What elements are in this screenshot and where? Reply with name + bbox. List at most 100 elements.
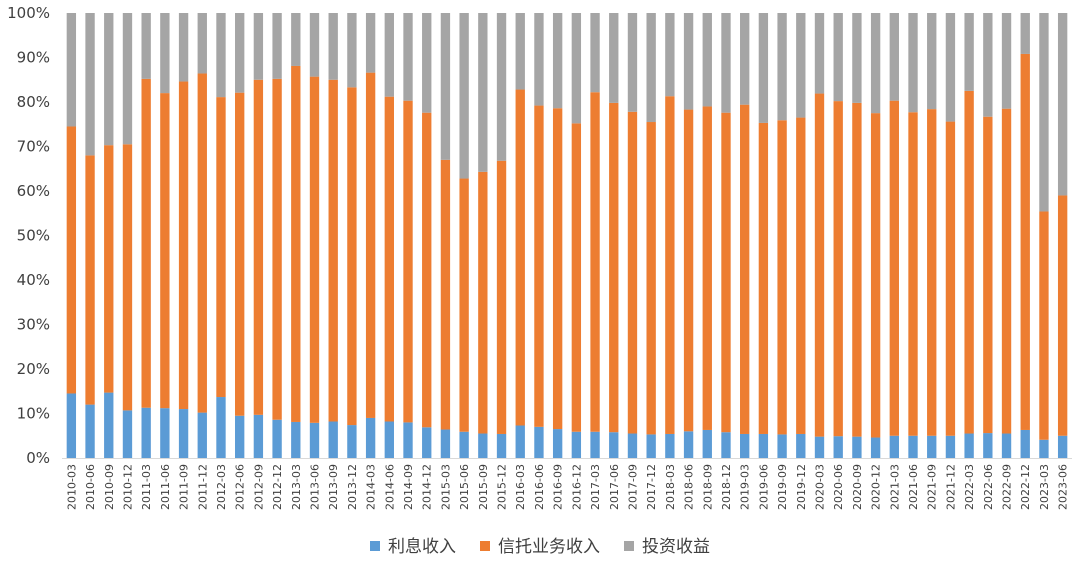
- bar-segment-series-2: [328, 13, 338, 80]
- bar-segment-series-2: [534, 13, 544, 106]
- legend-swatch: [624, 541, 634, 551]
- bar-segment-series-0: [571, 431, 582, 458]
- bar-segment-series-1: [422, 112, 432, 428]
- bar-segment-series-1: [870, 113, 881, 438]
- bar-segment-series-1: [964, 90, 974, 434]
- bar-segment-series-2: [459, 13, 469, 179]
- bar-segment-series-1: [440, 159, 451, 430]
- legend-item: 投资收益: [624, 537, 710, 557]
- legend-label: 投资收益: [642, 537, 710, 557]
- bar-segment-series-0: [104, 392, 114, 458]
- bar-segment-series-2: [291, 13, 301, 66]
- x-tick-label: 2010-06: [84, 464, 97, 510]
- y-tick-label: 100%: [7, 4, 50, 22]
- bar-segment-series-1: [85, 155, 95, 405]
- bar-segment-series-2: [908, 13, 918, 113]
- bar-segment-series-0: [945, 435, 956, 458]
- y-tick-label: 70%: [17, 138, 50, 156]
- bar-segment-series-2: [814, 13, 825, 94]
- bar-segment-series-2: [496, 13, 507, 161]
- bar-segment-series-2: [852, 13, 862, 103]
- x-tick-label: 2013-03: [290, 464, 303, 510]
- x-tick-label: 2022-12: [1019, 464, 1032, 510]
- bar-segment-series-1: [983, 116, 993, 434]
- y-axis: 0% 10% 20% 30% 40% 50% 60% 70% 80% 90% 100%: [7, 4, 50, 467]
- bar-segment-series-1: [1020, 53, 1030, 430]
- y-tick-label: 30%: [17, 316, 50, 334]
- x-tick-label: 2019-09: [776, 464, 789, 510]
- bar-segment-series-0: [459, 431, 469, 458]
- bar-segment-series-2: [665, 13, 675, 97]
- bar-segment-series-0: [983, 433, 993, 458]
- bar-segment-series-2: [1020, 13, 1030, 54]
- x-tick-label: 2023-06: [1057, 464, 1070, 510]
- bar-segment-series-1: [927, 109, 937, 436]
- x-tick-label: 2014-09: [402, 464, 415, 510]
- legend-swatch: [370, 541, 380, 551]
- x-tick-label: 2011-06: [159, 464, 172, 510]
- bar-segment-series-2: [1039, 13, 1049, 212]
- bar-segment-series-1: [365, 72, 376, 418]
- bar-segment-series-2: [721, 13, 731, 113]
- bar-area: [66, 13, 1068, 458]
- legend: 利息收入 信托业务收入 投资收益: [370, 537, 710, 557]
- bar-segment-series-0: [646, 434, 656, 458]
- bar-segment-series-1: [496, 160, 507, 434]
- bar-segment-series-0: [852, 436, 862, 458]
- x-tick-label: 2012-03: [215, 464, 228, 510]
- bar-segment-series-1: [571, 123, 582, 432]
- bar-segment-series-1: [1039, 211, 1049, 440]
- bar-segment-series-0: [590, 431, 600, 458]
- x-tick-label: 2015-06: [458, 464, 471, 510]
- bar-segment-series-1: [328, 79, 338, 422]
- bar-segment-series-2: [122, 13, 133, 145]
- x-tick-label: 2011-03: [140, 464, 153, 510]
- y-tick-label: 40%: [17, 271, 50, 289]
- legend-label: 信托业务收入: [498, 537, 600, 557]
- bar-segment-series-0: [122, 410, 133, 458]
- bar-segment-series-2: [983, 13, 993, 117]
- bar-segment-series-0: [216, 397, 226, 458]
- bar-segment-series-1: [403, 100, 413, 423]
- bar-segment-series-0: [1039, 439, 1049, 458]
- legend-swatch: [480, 541, 490, 551]
- bar-segment-series-2: [777, 13, 787, 121]
- x-tick-label: 2022-09: [1001, 464, 1014, 510]
- x-tick-label: 2010-03: [65, 464, 78, 510]
- bar-segment-series-2: [945, 13, 956, 122]
- bar-segment-series-1: [309, 76, 320, 423]
- bar-segment-series-2: [365, 13, 376, 73]
- x-tick-label: 2011-12: [196, 464, 209, 510]
- bar-segment-series-0: [870, 437, 881, 458]
- bar-segment-series-0: [384, 421, 394, 458]
- x-tick-label: 2021-12: [944, 464, 957, 510]
- x-tick-label: 2017-06: [608, 464, 621, 510]
- bar-segment-series-1: [66, 126, 77, 394]
- bar-segment-series-0: [515, 425, 525, 458]
- y-tick-label: 90%: [17, 49, 50, 67]
- bar-segment-series-0: [178, 409, 189, 458]
- x-tick-label: 2019-06: [757, 464, 770, 510]
- x-tick-label: 2021-09: [926, 464, 939, 510]
- bar-segment-series-2: [683, 13, 694, 110]
- bar-segment-series-2: [141, 13, 151, 79]
- bar-segment-series-2: [1001, 13, 1012, 109]
- bar-segment-series-1: [178, 81, 189, 410]
- y-tick-label: 10%: [17, 405, 50, 423]
- y-tick-label: 0%: [26, 449, 50, 467]
- bar-segment-series-1: [908, 112, 918, 436]
- bar-segment-series-0: [365, 417, 376, 458]
- x-tick-label: 2017-03: [589, 464, 602, 510]
- bar-segment-series-2: [197, 13, 207, 74]
- x-tick-label: 2018-06: [683, 464, 696, 510]
- bar-segment-series-1: [534, 105, 544, 427]
- x-tick-label: 2015-09: [477, 464, 490, 510]
- bar-segment-series-0: [702, 429, 712, 458]
- bar-segment-series-2: [552, 13, 563, 109]
- bar-segment-series-1: [683, 109, 694, 432]
- bar-segment-series-0: [347, 425, 357, 458]
- bar-segment-series-0: [908, 435, 918, 458]
- bar-segment-series-2: [347, 13, 357, 88]
- x-tick-label: 2013-06: [309, 464, 322, 510]
- bar-segment-series-1: [646, 122, 656, 435]
